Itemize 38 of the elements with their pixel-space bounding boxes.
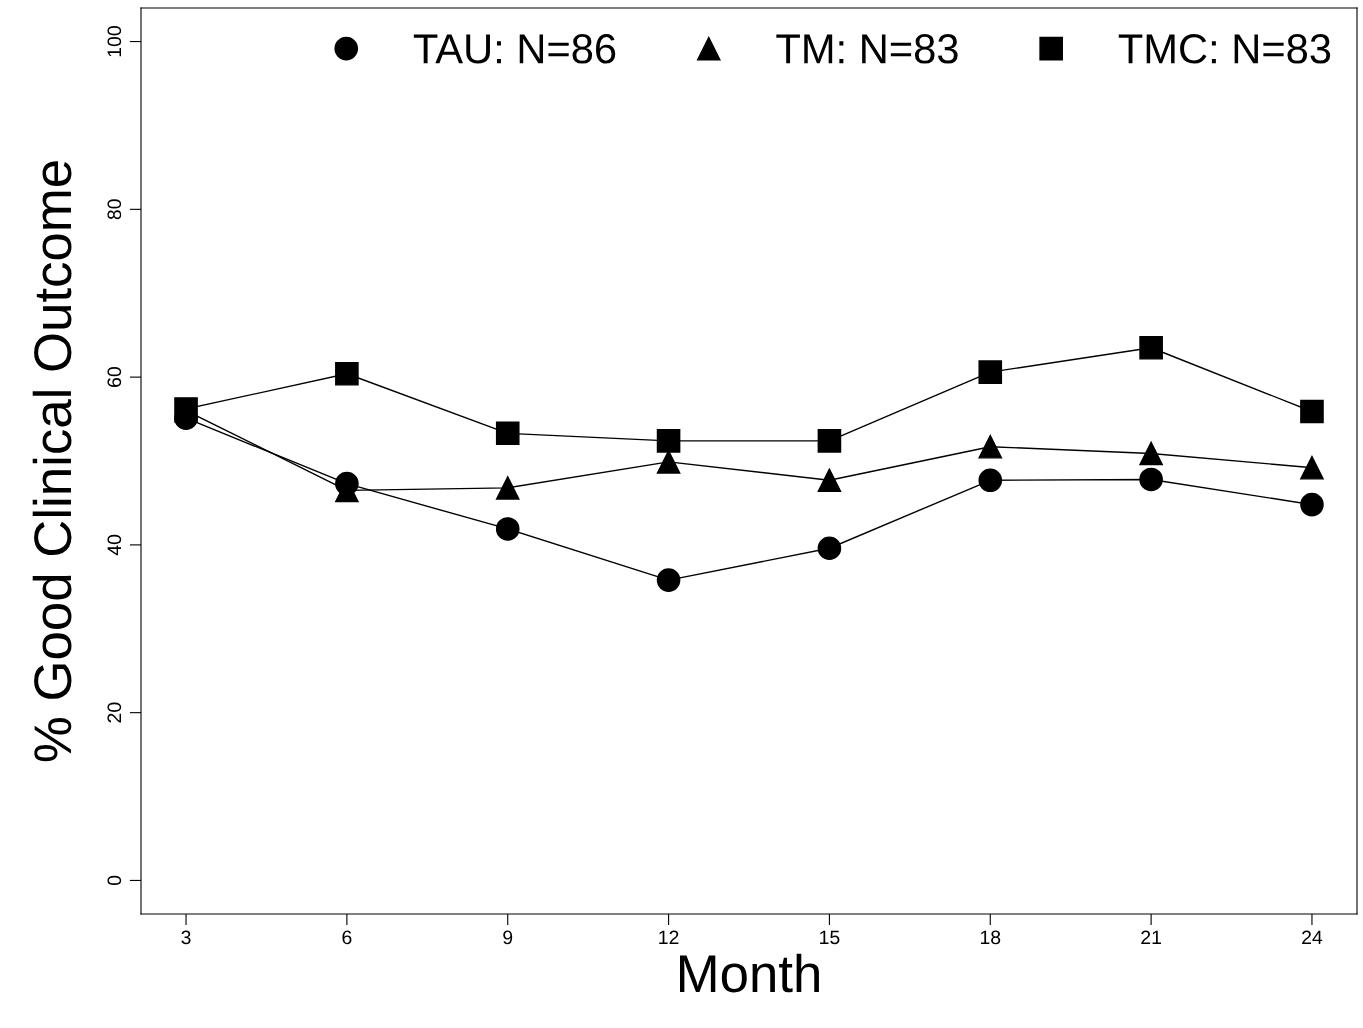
point xyxy=(1300,455,1324,480)
point xyxy=(1300,492,1324,517)
x-tick-label: 6 xyxy=(342,930,352,945)
x-tick-label: 21 xyxy=(1141,930,1161,945)
x-tick-label: 18 xyxy=(980,930,1001,945)
y-tick-label: 60 xyxy=(107,367,122,387)
point xyxy=(495,421,520,446)
point xyxy=(978,360,1003,384)
y-axis-title: % Good Clinical Outcome xyxy=(32,161,72,762)
point xyxy=(1139,335,1163,360)
y-tick-label: 40 xyxy=(107,534,122,556)
point xyxy=(656,429,681,453)
x-tick-label: 12 xyxy=(659,930,679,945)
point xyxy=(817,468,842,493)
point xyxy=(1139,441,1163,466)
point xyxy=(978,468,1003,493)
point xyxy=(978,434,1003,459)
y-tick-label: 20 xyxy=(107,702,122,723)
y-tick-label: 80 xyxy=(107,199,122,220)
legend-label: TAU: N=86 xyxy=(413,34,616,64)
point xyxy=(335,361,359,386)
point xyxy=(1139,467,1163,492)
point xyxy=(495,517,520,541)
point xyxy=(817,429,842,453)
x-tick-label: 9 xyxy=(503,930,513,945)
y-tick-label: 100 xyxy=(107,26,122,57)
point xyxy=(656,568,681,592)
point xyxy=(1300,399,1324,424)
point xyxy=(817,536,842,561)
legend-label: TMC: N=83 xyxy=(1118,34,1331,64)
x-axis-title: Month xyxy=(679,953,819,993)
y-tick-label: 0 xyxy=(107,875,122,886)
point xyxy=(656,450,681,474)
x-tick-label: 3 xyxy=(181,930,191,945)
point xyxy=(495,476,520,500)
x-tick-label: 24 xyxy=(1302,930,1323,945)
legend-label: TM: N=83 xyxy=(776,34,958,64)
x-tick-label: 15 xyxy=(820,930,840,945)
